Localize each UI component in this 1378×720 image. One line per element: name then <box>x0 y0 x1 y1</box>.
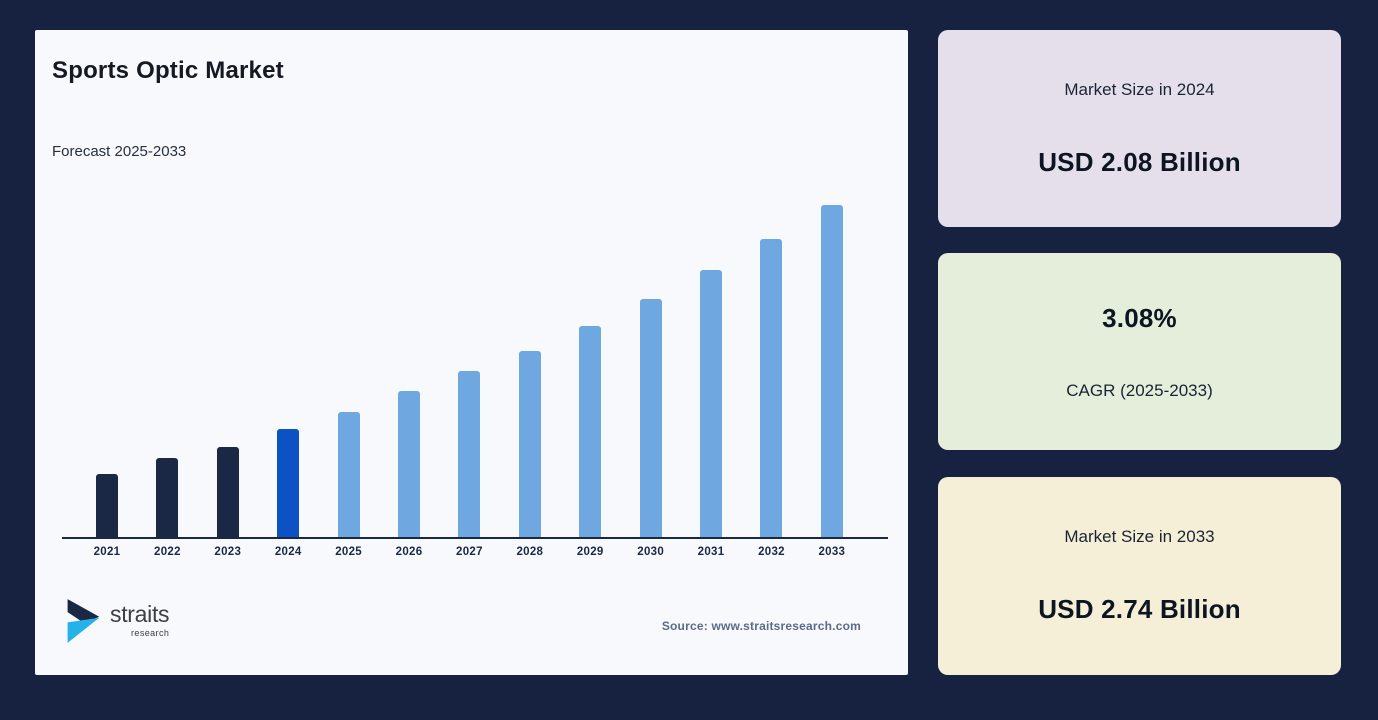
page-title: Sports Optic Market <box>52 57 284 84</box>
x-axis-labels: 2021 2022 2023 2024 2025 2026 2027 2028 2029 2030… <box>87 546 852 558</box>
x-tick-2025: 2025 <box>335 546 363 558</box>
x-tick-2023: 2023 <box>214 546 242 558</box>
bar-2021 <box>96 474 118 537</box>
logo-name: straits <box>110 601 170 627</box>
stat-label: Market Size in 2033 <box>1064 527 1215 546</box>
straits-research-logo: straits research <box>62 597 170 644</box>
stat-card-market-size-2033: Market Size in 2033 USD 2.74 Billion <box>938 477 1341 675</box>
bar-2033 <box>820 205 843 537</box>
x-tick-2032: 2032 <box>758 546 785 558</box>
x-tick-2033: 2033 <box>818 546 846 558</box>
bar-2029 <box>579 326 602 537</box>
stat-card-cagr: 3.08% CAGR (2025-2033) <box>938 253 1341 450</box>
bar-column-2032 <box>751 239 791 537</box>
stat-value: 3.08% <box>1102 302 1177 333</box>
stat-card-market-size-2024: Market Size in 2024 USD 2.08 Billion <box>938 30 1341 227</box>
chart-subtitle: Forecast 2025-2033 <box>52 143 187 160</box>
logo-sub-wordmark: research <box>131 628 170 638</box>
bar-column-2025 <box>329 412 369 537</box>
x-tick-2030: 2030 <box>637 546 665 558</box>
x-tick-2021: 2021 <box>93 546 121 558</box>
x-tick-2029: 2029 <box>576 546 604 558</box>
logo-chevron-icon <box>67 599 100 643</box>
bar-2025 <box>337 412 360 537</box>
bar-column-2026 <box>389 391 429 537</box>
stat-label: CAGR (2025-2033) <box>1066 380 1213 400</box>
bar-2022 <box>156 458 179 537</box>
x-tick-2027: 2027 <box>456 546 483 558</box>
stat-value: USD 2.08 Billion <box>1038 146 1241 177</box>
bar-2027 <box>458 371 481 537</box>
x-tick-2031: 2031 <box>697 546 725 558</box>
bar-column-2031 <box>691 270 731 537</box>
logo-wordmark: straits research <box>110 601 170 639</box>
bar-2028 <box>518 351 541 537</box>
x-tick-2028: 2028 <box>516 546 544 558</box>
x-tick-2022: 2022 <box>154 546 181 558</box>
bar-column-2024 <box>268 429 308 537</box>
stat-label: Market Size in 2024 <box>1064 79 1215 99</box>
bar-column-2029 <box>570 326 610 537</box>
bar-2032 <box>760 239 783 537</box>
bar-series <box>87 203 852 537</box>
bar-column-2028 <box>510 351 550 537</box>
bar-2023 <box>216 447 239 537</box>
x-tick-2024: 2024 <box>274 546 302 558</box>
bar-column-2033 <box>812 205 852 537</box>
bar-column-2022 <box>147 458 187 537</box>
source-attribution: Source: www.straitsresearch.com <box>661 619 861 633</box>
logo-chevron-cyan <box>67 617 100 643</box>
bar-2024 <box>277 429 300 537</box>
x-tick-2026: 2026 <box>395 546 423 558</box>
bar-column-2027 <box>449 371 489 537</box>
bar-chart <box>62 203 888 539</box>
bar-2030 <box>639 299 662 537</box>
chart-card: Sports Optic Market Forecast 2025-2033 2… <box>35 30 908 675</box>
stat-value: USD 2.74 Billion <box>1038 594 1241 624</box>
bar-2031 <box>700 270 723 537</box>
logo-chevron-dark <box>67 599 100 624</box>
bar-2026 <box>398 391 421 537</box>
bar-column-2030 <box>631 299 671 537</box>
bar-column-2021 <box>87 474 127 537</box>
bar-column-2023 <box>208 447 248 537</box>
